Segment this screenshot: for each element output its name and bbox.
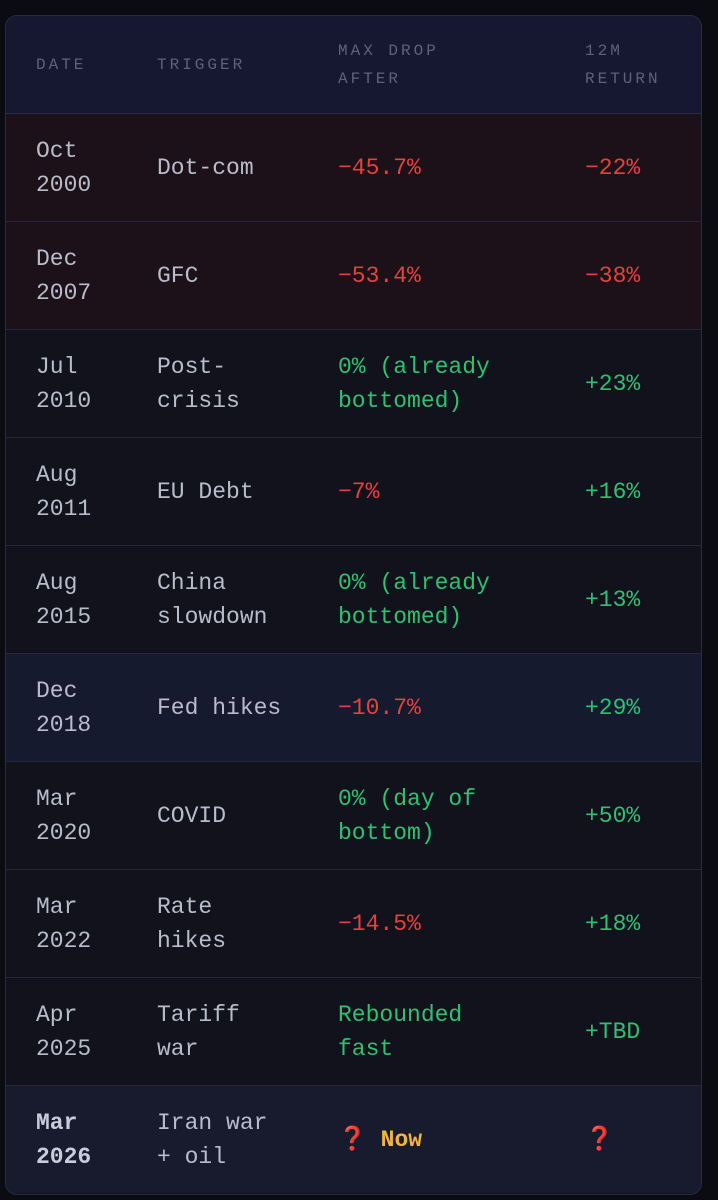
header-cell: TRIGGER — [157, 55, 246, 74]
trigger-cell: Iran war + oil — [157, 1109, 268, 1170]
drop-cell: 0% (already bottomed) — [338, 353, 490, 414]
table-row: Dec 2018 Fed hikes −10.7% +29% — [6, 654, 701, 762]
now-label: Now — [380, 1126, 423, 1153]
return-cell: ❓ — [585, 1126, 614, 1153]
question-icon: ❓ — [338, 1126, 367, 1153]
table-row: Oct 2000 Dot-com −45.7% −22% — [6, 114, 701, 222]
return-cell: −22% — [585, 154, 641, 181]
trigger-cell: GFC — [157, 262, 199, 289]
trigger-cell: Tariff war — [157, 1001, 240, 1062]
table-row: Mar 2026 Iran war + oil ❓ Now ❓ — [6, 1086, 701, 1193]
return-cell: +50% — [585, 802, 641, 829]
drop-cell: −10.7% — [338, 694, 421, 721]
table-row: Apr 2025 Tariff war Rebounded fast +TBD — [6, 978, 701, 1086]
trigger-cell: Fed hikes — [157, 694, 282, 721]
drop-cell: ❓ Now — [338, 1123, 530, 1157]
header-cell: 12M RETURN — [585, 41, 661, 88]
return-cell: −38% — [585, 262, 641, 289]
drop-cell: 0% (day of bottom) — [338, 785, 477, 846]
drop-cell: 0% (already bottomed) — [338, 569, 490, 630]
return-cell: +29% — [585, 694, 641, 721]
table-row: Mar 2020 COVID 0% (day of bottom) +50% — [6, 762, 701, 870]
date-cell: Mar 2026 — [36, 1109, 92, 1170]
drop-cell: −7% — [338, 478, 380, 505]
header-cell: MAX DROP AFTER — [338, 41, 439, 88]
table-row: Mar 2022 Rate hikes −14.5% +18% — [6, 870, 701, 978]
date-cell: Aug 2011 — [36, 461, 92, 522]
date-cell: Jul 2010 — [36, 353, 92, 414]
return-cell: +18% — [585, 910, 641, 937]
date-cell: Dec 2018 — [36, 677, 92, 738]
table-card: DATE TRIGGER MAX DROP AFTER 12M RETURN O… — [5, 15, 702, 1195]
drop-cell: −45.7% — [338, 154, 421, 181]
trigger-cell: Dot-com — [157, 154, 254, 181]
return-cell: +16% — [585, 478, 641, 505]
drop-cell: −14.5% — [338, 910, 421, 937]
header-cell: DATE — [36, 55, 87, 74]
return-cell: +TBD — [585, 1018, 641, 1045]
trigger-cell: Rate hikes — [157, 893, 227, 954]
table-row: Jul 2010 Post-crisis 0% (already bottomed)… — [6, 330, 701, 438]
trigger-cell: Post-crisis — [157, 353, 240, 414]
table-row: Aug 2015 China slowdown 0% (already bottom… — [6, 546, 701, 654]
date-cell: Oct 2000 — [36, 137, 92, 198]
table-row: Dec 2007 GFC −53.4% −38% — [6, 222, 701, 330]
table-row: Aug 2011 EU Debt −7% +16% — [6, 438, 701, 546]
date-cell: Dec 2007 — [36, 245, 92, 306]
drop-cell: −53.4% — [338, 262, 421, 289]
return-cell: +23% — [585, 370, 641, 397]
header-row: DATE TRIGGER MAX DROP AFTER 12M RETURN — [6, 16, 701, 114]
trigger-cell: EU Debt — [157, 478, 254, 505]
trigger-cell: China slowdown — [157, 569, 268, 630]
trigger-cell: COVID — [157, 802, 227, 829]
date-cell: Apr 2025 — [36, 1001, 92, 1062]
date-cell: Mar 2020 — [36, 785, 92, 846]
date-cell: Aug 2015 — [36, 569, 92, 630]
drop-cell: Rebounded fast — [338, 1001, 463, 1062]
return-cell: +13% — [585, 586, 641, 613]
date-cell: Mar 2022 — [36, 893, 92, 954]
